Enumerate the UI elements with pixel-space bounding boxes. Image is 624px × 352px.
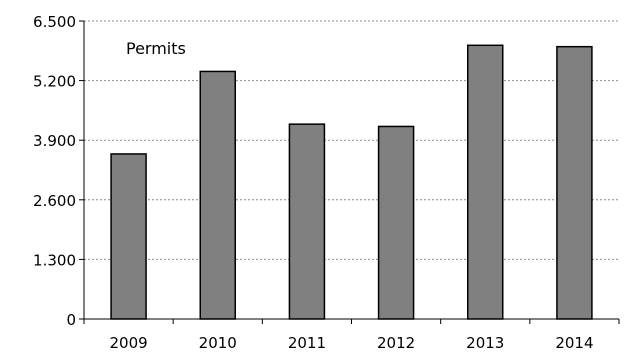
y-tick-label: 3.900	[33, 132, 76, 150]
x-tick-label: 2011	[288, 334, 326, 352]
bar-2009	[110, 153, 147, 320]
y-tick-label: 0	[66, 311, 76, 329]
x-tick-label: 2014	[555, 334, 593, 352]
x-tick-label: 2012	[377, 334, 415, 352]
bar-2013	[467, 44, 504, 320]
y-tick-label: 6.500	[33, 13, 76, 31]
bar-2014	[556, 45, 593, 320]
y-tick-labels: 0 1.300 2.600 3.900 5.200 6.500	[33, 13, 76, 329]
x-tick-label: 2010	[199, 334, 237, 352]
axes	[79, 20, 620, 324]
bars	[110, 44, 593, 320]
y-tick-label: 5.200	[33, 73, 76, 91]
bar-2012	[377, 125, 415, 320]
grid-lines	[84, 20, 619, 260]
y-tick-label: 1.300	[33, 251, 76, 269]
y-tick-label: 2.600	[33, 192, 76, 210]
x-tick-label: 2009	[109, 334, 147, 352]
x-tick-label: 2013	[466, 334, 504, 352]
bar-2010	[199, 70, 236, 320]
bar-2011	[288, 123, 326, 320]
chart-annotation: Permits	[126, 39, 186, 58]
x-tick-labels: 2009 2010 2011 2012 2013 2014	[109, 334, 593, 352]
